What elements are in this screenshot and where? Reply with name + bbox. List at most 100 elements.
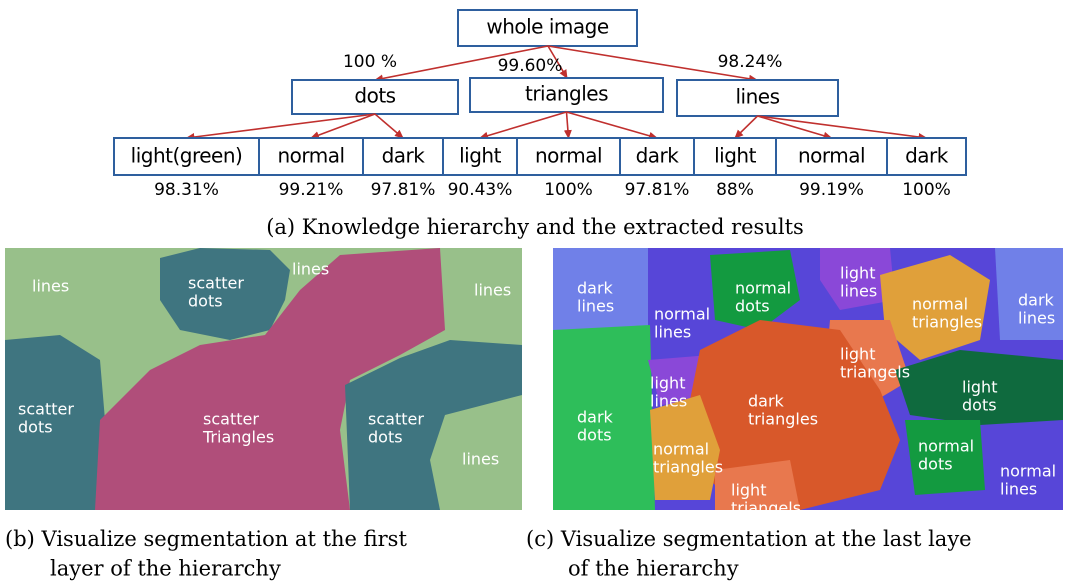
segment-label: dots bbox=[368, 428, 403, 447]
leaf-label: normal bbox=[798, 144, 865, 168]
edge bbox=[374, 113, 404, 139]
leaf-label: dark bbox=[905, 144, 949, 168]
root-label: whole image bbox=[486, 15, 608, 39]
segment-label: dots bbox=[918, 455, 953, 474]
segment-label: scatter bbox=[368, 410, 424, 429]
leaf-rate: 99.19% bbox=[799, 180, 864, 200]
caption: (a) Knowledge hierarchy and the extracte… bbox=[266, 215, 804, 239]
leaf-label: light(green) bbox=[131, 144, 243, 168]
leaf-box bbox=[886, 137, 967, 176]
leaf-label: light bbox=[714, 144, 756, 168]
segment-label: lines bbox=[474, 281, 511, 300]
segment-label: dark bbox=[577, 408, 614, 427]
segment-label: lines bbox=[1018, 309, 1055, 328]
segment-label: dots bbox=[18, 418, 53, 437]
leaf-label: dark bbox=[636, 144, 680, 168]
group-label: lines bbox=[735, 85, 779, 109]
edge bbox=[374, 45, 549, 83]
segment-label: light bbox=[962, 378, 997, 397]
segment-label: Triangles bbox=[202, 428, 274, 447]
leaf-rate: 100% bbox=[902, 180, 951, 200]
leaf-rate: 90.43% bbox=[448, 180, 513, 200]
segment-label: dots bbox=[962, 396, 997, 415]
group-rate: 99.60% bbox=[498, 56, 563, 76]
caption: of the hierarchy bbox=[568, 557, 739, 581]
segment-label: light bbox=[650, 374, 685, 393]
leaf-box bbox=[442, 137, 518, 176]
group-label: dots bbox=[354, 84, 395, 108]
leaf-box bbox=[693, 137, 777, 176]
segment-label: triangles bbox=[748, 410, 818, 429]
segment-label: dots bbox=[735, 297, 770, 316]
segment-label: normal bbox=[1000, 462, 1056, 481]
caption-text: Visualize segmentation at the last laye bbox=[560, 527, 972, 551]
segmentation-first-layer bbox=[5, 248, 522, 510]
edge bbox=[310, 113, 376, 139]
segment-label: scatter bbox=[188, 274, 244, 293]
caption-tag: (b) bbox=[5, 527, 35, 551]
caption-text: Visualize segmentation at the first bbox=[41, 527, 408, 551]
edge bbox=[734, 115, 759, 139]
segment-label: normal bbox=[653, 440, 709, 459]
edge bbox=[479, 111, 567, 140]
edge bbox=[566, 111, 658, 140]
edge bbox=[547, 45, 758, 83]
segment-label: triangles bbox=[912, 313, 982, 332]
leaf-label: dark bbox=[382, 144, 426, 168]
leaf-label: normal bbox=[277, 144, 344, 168]
segment-label: scatter bbox=[203, 410, 259, 429]
segment-label: lines bbox=[292, 260, 329, 279]
group-rate: 98.24% bbox=[718, 52, 783, 72]
leaf-rate: 99.21% bbox=[279, 180, 344, 200]
leaf-rate: 97.81% bbox=[625, 180, 690, 200]
leaf-box bbox=[362, 137, 444, 176]
caption-tag: (a) bbox=[266, 215, 295, 239]
leaf-box bbox=[516, 137, 621, 176]
segmentation-last-layer bbox=[553, 248, 1063, 510]
leaf-rate: 100% bbox=[544, 180, 593, 200]
segment-label: dark bbox=[1018, 291, 1055, 310]
segment-label: lines bbox=[577, 297, 614, 316]
edge bbox=[547, 45, 568, 79]
segment-label: triangels bbox=[840, 363, 910, 382]
leaf-rate: 97.81% bbox=[371, 180, 436, 200]
group-rate: 100 % bbox=[343, 52, 397, 72]
segment-label: lines bbox=[650, 392, 687, 411]
segment-label: dots bbox=[577, 426, 612, 445]
segment-label: normal bbox=[735, 279, 791, 298]
segment-label: lines bbox=[654, 323, 691, 342]
group-box bbox=[676, 79, 839, 117]
edge bbox=[757, 115, 833, 140]
leaf-rate: 88% bbox=[716, 180, 754, 200]
leaf-label: light bbox=[459, 144, 501, 168]
group-box bbox=[291, 79, 459, 115]
segment-label: light bbox=[840, 345, 875, 364]
segment-label: triangles bbox=[653, 458, 723, 477]
caption: layer of the hierarchy bbox=[50, 557, 281, 581]
segment-label: lines bbox=[32, 277, 69, 296]
caption: (c) Visualize segmentation at the last l… bbox=[526, 527, 972, 551]
edge bbox=[185, 113, 376, 141]
caption: (b) Visualize segmentation at the first bbox=[5, 527, 407, 551]
segment-label: dark bbox=[748, 392, 785, 411]
segment-label: lines bbox=[462, 450, 499, 469]
edge bbox=[757, 115, 928, 141]
segment-label: lines bbox=[840, 282, 877, 301]
caption-tag: (c) bbox=[526, 527, 554, 551]
group-box bbox=[469, 77, 664, 113]
segment-label: dark bbox=[577, 279, 614, 298]
segment-label: normal bbox=[912, 295, 968, 314]
segment-label: light bbox=[731, 481, 766, 500]
segment-label: scatter bbox=[18, 400, 74, 419]
segment-label: dots bbox=[188, 292, 223, 311]
segment-label: light bbox=[840, 264, 875, 283]
segment-label: triangels bbox=[731, 499, 801, 518]
leaf-rate: 98.31% bbox=[154, 180, 219, 200]
leaf-label: normal bbox=[535, 144, 602, 168]
group-label: triangles bbox=[525, 82, 608, 106]
segment-label: normal bbox=[918, 437, 974, 456]
caption-text: Knowledge hierarchy and the extracted re… bbox=[302, 215, 804, 239]
root-box bbox=[457, 9, 638, 47]
segment-label: lines bbox=[1000, 480, 1037, 499]
